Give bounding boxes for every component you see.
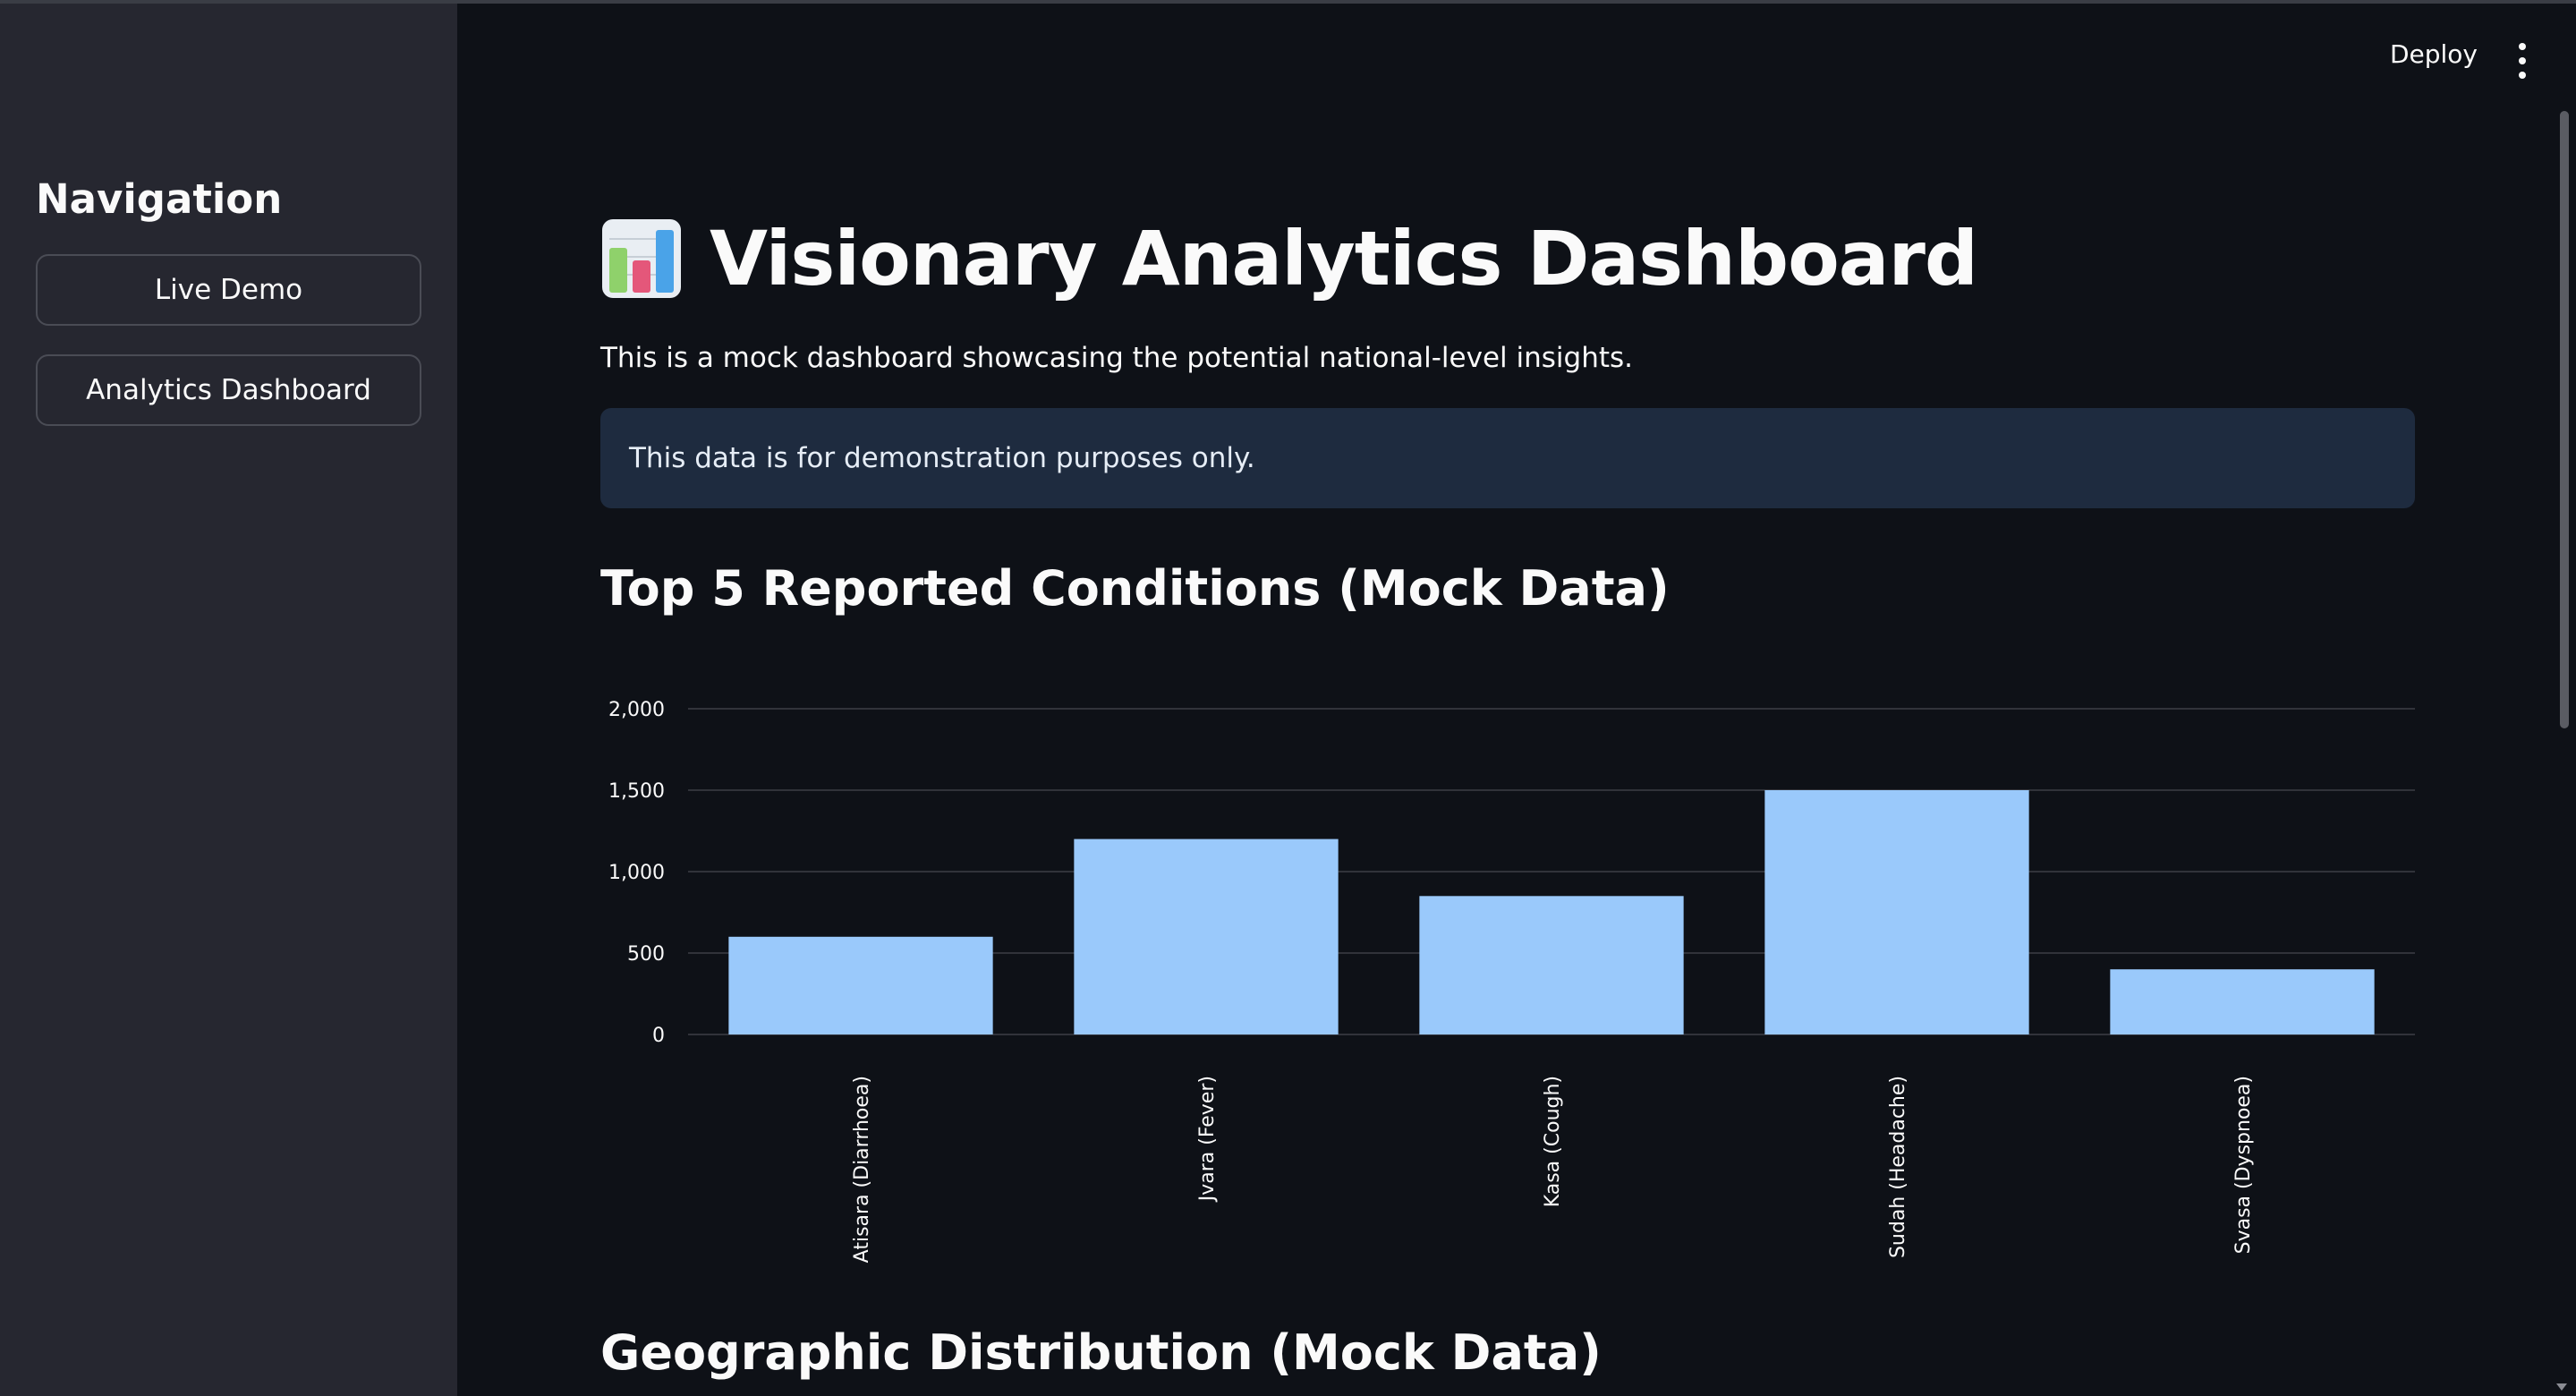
sidebar-title: Navigation xyxy=(36,175,283,223)
bar[interactable] xyxy=(1074,838,1339,1034)
y-tick-label: 0 xyxy=(652,1025,665,1047)
bar-chart-icon xyxy=(602,219,681,298)
x-tick-label: Sudah (Headache) xyxy=(1887,1076,1909,1258)
analytics-dashboard-button[interactable]: Analytics Dashboard xyxy=(36,354,421,426)
x-tick-label: Atisara (Diarrhoea) xyxy=(851,1076,873,1263)
info-alert-text: This data is for demonstration purposes … xyxy=(629,442,1255,474)
deploy-button[interactable]: Deploy xyxy=(2389,39,2478,69)
bar[interactable] xyxy=(2110,969,2375,1034)
scrollbar-thumb[interactable] xyxy=(2560,111,2569,728)
y-tick-label: 1,000 xyxy=(608,862,665,884)
y-tick-label: 500 xyxy=(627,943,665,966)
page-subtitle: This is a mock dashboard showcasing the … xyxy=(600,342,1634,374)
y-tick-label: 1,500 xyxy=(608,780,665,803)
sidebar: Navigation Live Demo Analytics Dashboard xyxy=(0,4,457,1396)
scroll-down-arrow-icon[interactable] xyxy=(2556,1383,2567,1391)
window-top-border xyxy=(0,0,2576,4)
bar[interactable] xyxy=(1764,790,2029,1034)
kebab-menu-icon[interactable] xyxy=(2513,43,2531,79)
page-title-row: Visionary Analytics Dashboard xyxy=(600,209,1978,308)
x-tick-label: Svasa (Dyspnoea) xyxy=(2232,1076,2255,1254)
conditions-bar-chart[interactable]: 0 500 1,000 1,500 2,000 Atisara (Diarrhoea) Jv… xyxy=(582,666,2426,1274)
main-content: Deploy Visionary Analytics Dashboard Thi… xyxy=(457,4,2576,1396)
section-title-geographic: Geographic Distribution (Mock Data) xyxy=(600,1324,1602,1381)
live-demo-button[interactable]: Live Demo xyxy=(36,254,421,326)
x-tick-label: Jvara (Fever) xyxy=(1196,1076,1219,1203)
bar[interactable] xyxy=(728,936,993,1034)
y-tick-label: 2,000 xyxy=(608,699,665,721)
x-tick-label: Kasa (Cough) xyxy=(1542,1076,1564,1207)
page-title: Visionary Analytics Dashboard xyxy=(710,215,1978,302)
bar[interactable] xyxy=(1419,896,1684,1034)
info-alert: This data is for demonstration purposes … xyxy=(600,408,2415,508)
section-title-conditions: Top 5 Reported Conditions (Mock Data) xyxy=(600,560,1670,617)
